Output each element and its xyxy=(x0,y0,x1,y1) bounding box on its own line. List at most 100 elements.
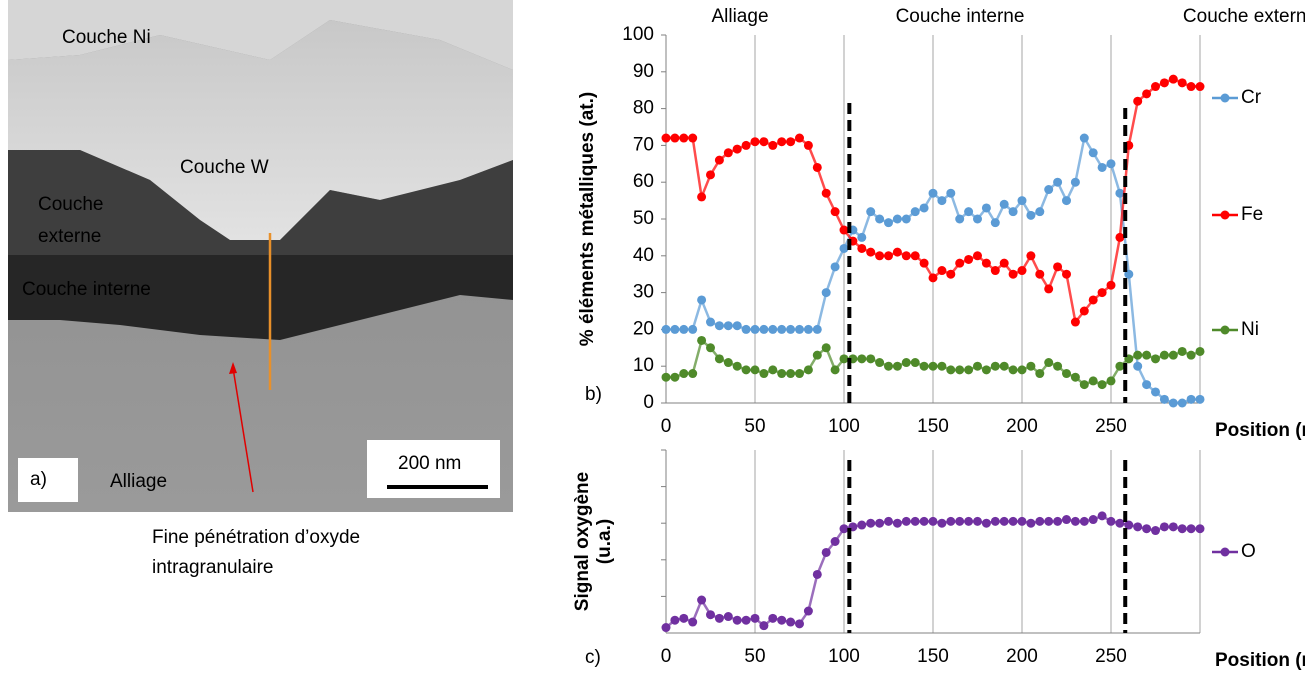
data-point xyxy=(1115,232,1125,242)
x-axis-title: Position (nm) xyxy=(1215,420,1305,441)
data-point xyxy=(741,140,751,150)
data-point xyxy=(821,343,831,353)
data-point xyxy=(990,266,1000,276)
data-point xyxy=(866,247,876,257)
data-point xyxy=(955,258,965,268)
data-point xyxy=(777,615,787,625)
data-point xyxy=(777,369,787,379)
panel-label: c) xyxy=(585,647,601,668)
data-point xyxy=(1186,394,1196,404)
y-tick-label: 100 xyxy=(622,24,654,45)
data-point xyxy=(919,361,929,371)
data-point xyxy=(1168,350,1178,360)
data-point xyxy=(688,133,698,143)
data-point xyxy=(1151,82,1160,92)
data-point xyxy=(866,207,876,217)
y-tick-label: 20 xyxy=(633,318,654,339)
data-point xyxy=(732,321,742,331)
data-point xyxy=(1079,516,1089,526)
data-point xyxy=(1168,398,1178,408)
data-point xyxy=(1097,511,1107,521)
image-label: Couche xyxy=(38,194,104,215)
data-point xyxy=(964,254,974,264)
data-point xyxy=(750,365,760,375)
image-label: Couche Ni xyxy=(62,27,151,48)
y-axis-title: (u.a.) xyxy=(594,519,615,564)
data-point xyxy=(1142,350,1152,360)
data-point xyxy=(981,203,991,213)
data-point xyxy=(1177,398,1187,408)
data-point xyxy=(839,243,849,253)
data-point xyxy=(812,350,822,360)
y-tick-label: 0 xyxy=(643,392,654,413)
data-point xyxy=(670,372,680,382)
data-point xyxy=(1097,380,1107,390)
data-point xyxy=(1062,269,1071,279)
zone-label: Couche interne xyxy=(896,6,1025,27)
image-label: Alliage xyxy=(110,471,167,492)
data-point xyxy=(946,365,956,375)
data-point xyxy=(892,518,902,528)
data-point xyxy=(919,203,929,213)
data-point xyxy=(884,361,893,371)
data-point xyxy=(759,369,769,379)
data-point xyxy=(955,365,965,375)
data-point xyxy=(1035,269,1045,279)
x-tick-label: 50 xyxy=(744,416,765,437)
data-point xyxy=(1079,306,1089,316)
data-point xyxy=(768,324,778,334)
data-point xyxy=(1186,350,1196,360)
data-point xyxy=(910,358,920,368)
data-point xyxy=(723,612,733,622)
data-point xyxy=(884,218,893,228)
data-point xyxy=(1151,387,1160,397)
data-point xyxy=(1186,524,1196,534)
data-point xyxy=(892,214,902,224)
data-point xyxy=(937,266,947,276)
data-point xyxy=(750,137,760,147)
data-point xyxy=(1053,361,1063,371)
x-tick-label: 200 xyxy=(1006,416,1038,437)
data-point xyxy=(901,516,911,526)
data-point xyxy=(964,365,974,375)
data-point xyxy=(1142,89,1152,99)
data-point xyxy=(661,324,671,334)
data-point xyxy=(714,321,724,331)
y-tick-label: 50 xyxy=(633,208,654,229)
data-point xyxy=(910,516,920,526)
data-point xyxy=(706,610,715,620)
data-point xyxy=(946,269,956,279)
y-tick-label: 40 xyxy=(633,245,654,266)
data-point xyxy=(679,133,689,143)
data-point xyxy=(750,613,760,623)
data-point xyxy=(1044,185,1054,195)
legend-marker xyxy=(1220,547,1230,557)
data-point xyxy=(759,137,769,147)
data-point xyxy=(857,243,867,253)
y-tick-label: 60 xyxy=(633,171,654,192)
data-point xyxy=(821,288,831,298)
y-tick-label: 70 xyxy=(633,134,654,155)
x-tick-label: 200 xyxy=(1006,646,1038,667)
data-point xyxy=(1070,177,1080,187)
data-point xyxy=(1159,394,1169,404)
data-point xyxy=(795,369,804,379)
data-point xyxy=(910,251,920,261)
legend-label: Fe xyxy=(1241,204,1263,225)
data-point xyxy=(1062,515,1071,525)
data-point xyxy=(679,369,689,379)
data-point xyxy=(1008,365,1018,375)
data-point xyxy=(1151,526,1160,536)
data-point xyxy=(999,516,1009,526)
data-point xyxy=(1177,346,1187,356)
legend-label: Cr xyxy=(1241,87,1262,108)
data-point xyxy=(964,516,974,526)
data-point xyxy=(1195,346,1205,356)
data-point xyxy=(777,137,787,147)
data-point xyxy=(999,199,1009,209)
data-point xyxy=(839,524,849,534)
data-point xyxy=(723,358,733,368)
x-tick-label: 100 xyxy=(828,646,860,667)
data-point xyxy=(981,365,991,375)
data-point xyxy=(1088,295,1098,305)
